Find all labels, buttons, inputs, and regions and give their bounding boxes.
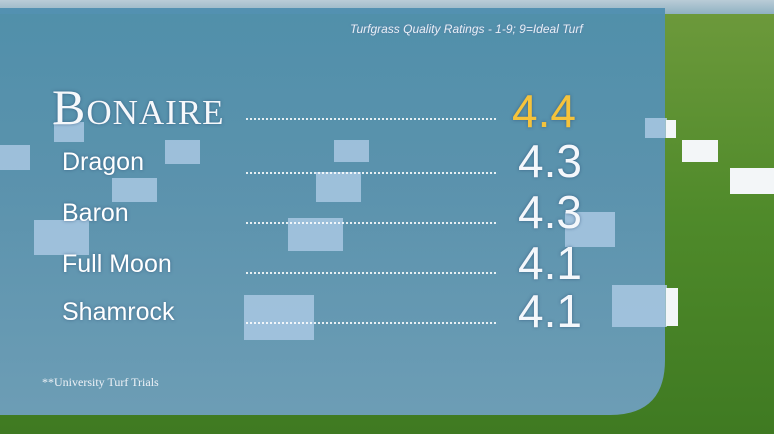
dot-leader [246, 222, 496, 224]
dot-leader [246, 172, 496, 174]
quality-score: 4.1 [518, 284, 582, 338]
grass-name: Shamrock [62, 298, 175, 327]
quality-score: 4.3 [518, 185, 582, 239]
grass-name: Bonaire [52, 78, 225, 136]
quality-score: 4.4 [512, 84, 576, 138]
footnote: **University Turf Trials [42, 375, 159, 390]
quality-score: 4.1 [518, 236, 582, 290]
quality-score: 4.3 [518, 134, 582, 188]
dot-leader [246, 118, 496, 120]
dot-leader [246, 322, 496, 324]
grass-name: Baron [62, 199, 129, 228]
grass-name: Dragon [62, 148, 144, 177]
dot-leader [246, 272, 496, 274]
subtitle: Turfgrass Quality Ratings - 1-9; 9=Ideal… [350, 22, 583, 36]
page: Turfgrass Quality Ratings - 1-9; 9=Ideal… [0, 0, 774, 434]
grass-name: Full Moon [62, 250, 172, 279]
